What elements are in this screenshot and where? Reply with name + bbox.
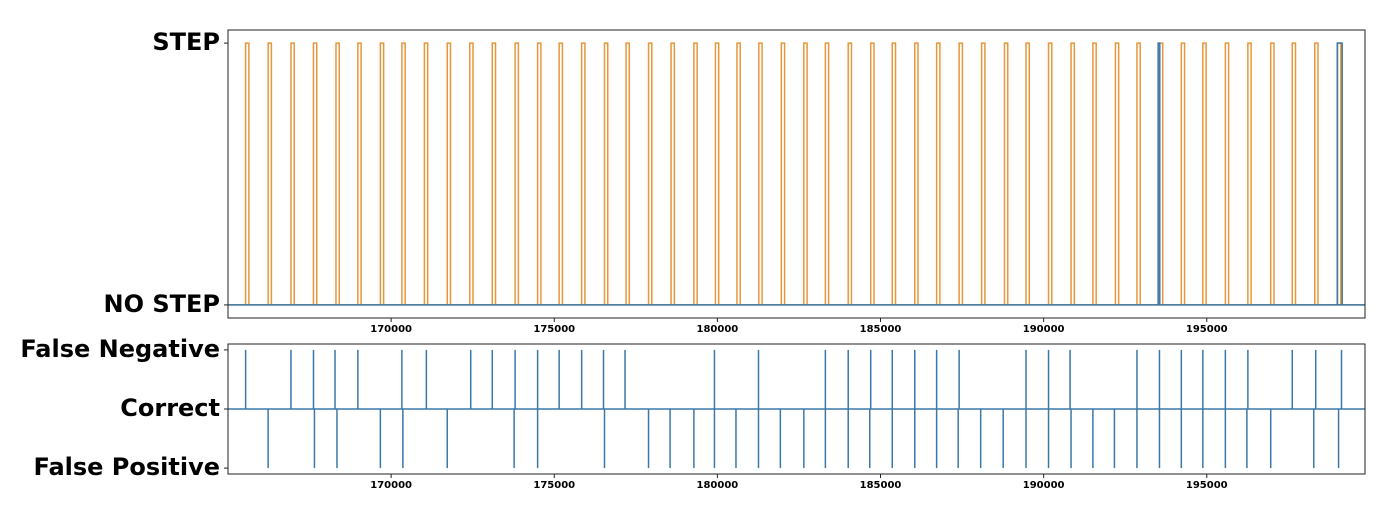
step-pulse [491,42,497,305]
step-pulse [580,42,586,305]
step-pulse [647,42,653,305]
x-tick-label: 190000 [1023,480,1065,491]
step-pulse [1269,42,1275,305]
step-pulse [914,42,919,305]
x-tick-label: 180000 [697,480,739,491]
step-pulse [1336,42,1343,305]
x-tick-label: 195000 [1186,324,1228,335]
step-pulse [536,42,542,305]
step-pulse [290,42,295,305]
step-pulse [335,42,341,305]
step-pulse [980,42,986,305]
step-pulse [514,42,520,305]
step-pulse [1180,42,1186,305]
step-pulse [935,42,941,305]
step-pulse [1092,42,1097,305]
step-pulse [1025,42,1031,305]
step-pulse [1336,42,1342,305]
step-pulse [423,42,429,305]
step-pulse [891,42,897,305]
plot-frame [227,29,1366,319]
step-pulse [847,42,853,305]
x-tick-label: 170000 [370,480,412,491]
step-pulse [1224,42,1230,305]
x-tick-label: 175000 [533,324,575,335]
step-pulse [736,42,741,305]
x-tick-label: 180000 [697,324,739,335]
step-pulse [379,42,385,305]
step-pulse [1202,42,1207,305]
x-tick-label: 170000 [370,324,412,335]
step-pulse [693,42,698,305]
x-tick-label: 185000 [860,480,902,491]
step-pulse [758,42,763,305]
step-pulse [469,42,474,305]
y-tick-label: Correct [120,394,220,422]
y-tick-label: STEP [152,28,220,56]
step-pulse [244,42,250,305]
step-pulse [1247,42,1252,305]
step-pulse [1291,42,1297,305]
y-tick-label: NO STEP [104,290,220,318]
step-pulse [357,42,362,305]
step-pulse [1136,42,1141,305]
step-pulse [558,42,564,305]
step-pulse [625,42,631,305]
step-pulse [1114,42,1120,305]
x-tick-label: 175000 [533,480,575,491]
step-pulse [714,42,720,305]
step-pulse [958,42,964,305]
step-pulse [603,42,609,305]
step-pulse [446,42,452,305]
step-pulse [780,42,786,305]
step-pulse [401,42,406,305]
y-tick-label: False Negative [20,335,220,363]
step-pulse [312,42,318,305]
step-pulse [1070,42,1076,305]
step-pulse [670,42,676,305]
step-pulse [803,42,808,305]
step-pulse [267,42,273,305]
step-pulse [1047,42,1053,305]
step-pulse [824,42,830,305]
step-pulse [869,42,875,305]
step-pulse [1314,42,1319,305]
y-tick-label: False Positive [33,453,220,481]
x-tick-label: 195000 [1186,480,1228,491]
x-tick-label: 190000 [1023,324,1065,335]
x-tick-label: 185000 [860,324,902,335]
step-pulse [1157,42,1161,305]
step-pulse [1003,42,1009,305]
